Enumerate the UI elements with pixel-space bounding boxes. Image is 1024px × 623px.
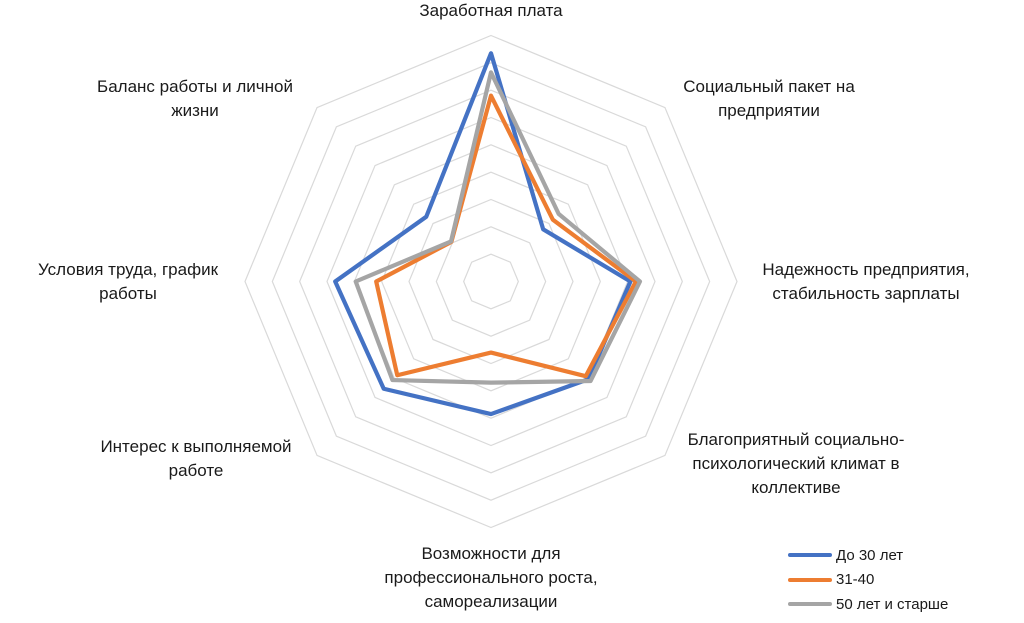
grid-ring <box>271 62 711 501</box>
grid-ring <box>326 116 656 447</box>
legend-item-under-30[interactable]: До 30 лет <box>788 543 948 568</box>
grid-ring <box>353 144 629 419</box>
legend-swatch-orange <box>788 577 832 582</box>
series-line-0[interactable] <box>333 51 633 417</box>
legend-swatch-gray <box>788 602 832 607</box>
grid-ring <box>381 171 601 392</box>
legend: До 30 лет 31-40 50 лет и старше <box>788 543 948 617</box>
series-line-1[interactable] <box>374 93 638 379</box>
legend-label: 31-40 <box>836 571 875 589</box>
axis-label: Заработная плата <box>419 1 563 20</box>
legend-label: До 30 лет <box>836 546 904 564</box>
axis-label: Возможности для профессионального роста, с… <box>384 544 598 611</box>
grid-ring <box>435 226 547 337</box>
legend-label: 50 лет и старше <box>836 595 949 613</box>
legend-swatch-blue <box>788 553 832 558</box>
legend-item-50-plus[interactable]: 50 лет и старше <box>788 592 948 617</box>
radar-grid <box>244 34 738 529</box>
axis-label: Благоприятный социально-психологический … <box>687 430 905 497</box>
axis-label: Интерес к выполняемой работе <box>100 437 292 480</box>
radar-series <box>333 51 643 417</box>
axis-label: Условия труда, график работы <box>37 260 219 303</box>
legend-item-31-40[interactable]: 31-40 <box>788 568 948 593</box>
series-line-2[interactable] <box>353 70 643 385</box>
axis-label: Баланс работы и личной жизни <box>97 77 293 120</box>
axis-label: Социальный пакет на предприятии <box>683 77 855 120</box>
axis-label: Надежность предприятия, стабильность зарп… <box>762 260 970 303</box>
grid-ring <box>244 34 738 529</box>
grid-ring <box>463 253 519 310</box>
grid-ring <box>299 89 683 474</box>
grid-ring <box>408 198 574 365</box>
